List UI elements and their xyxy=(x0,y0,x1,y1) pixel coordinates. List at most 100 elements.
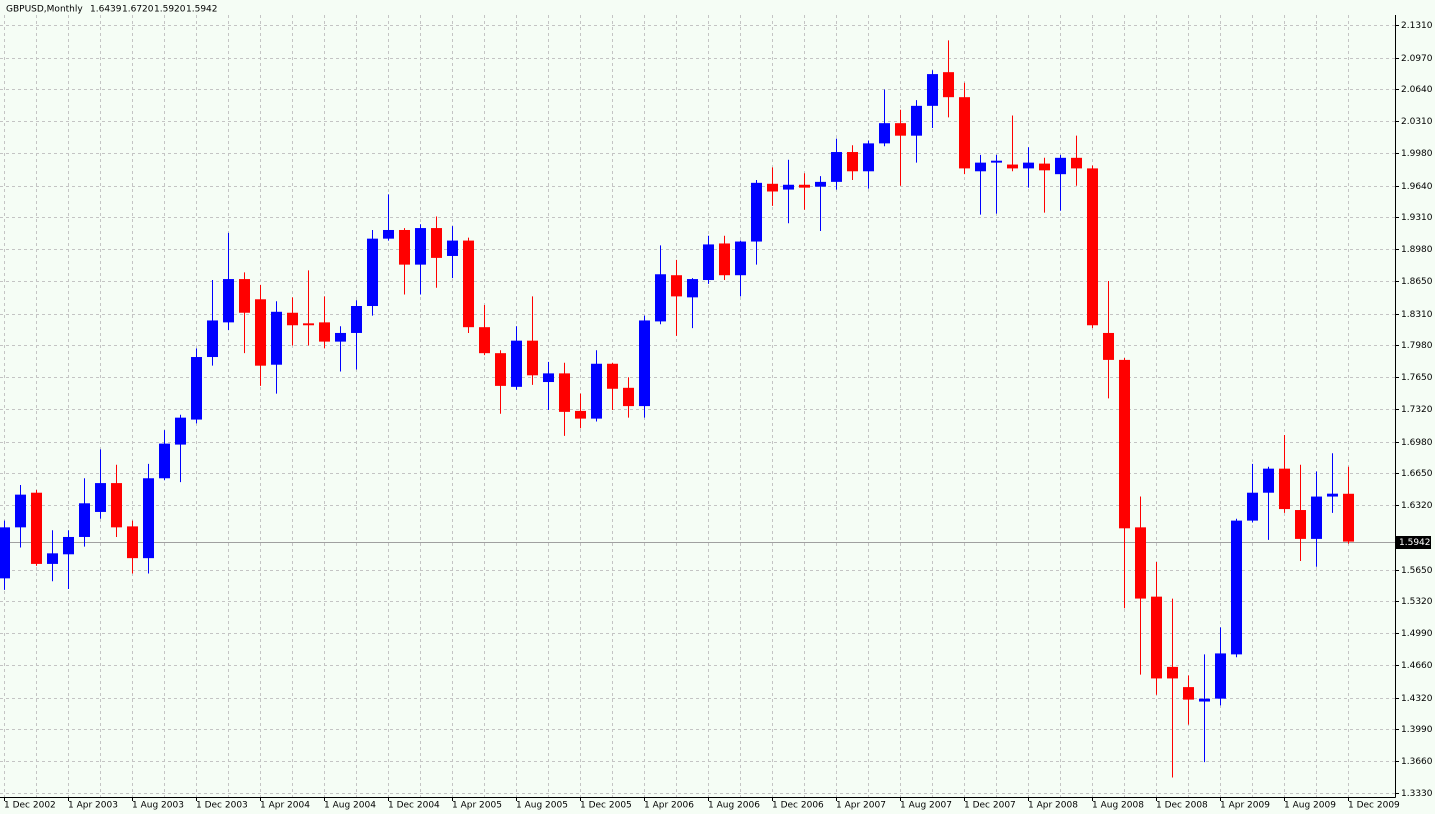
candle-body xyxy=(1263,468,1274,493)
candle-body xyxy=(991,160,1002,163)
x-tick-label: 1 Apr 2003 xyxy=(68,801,118,811)
candle-body xyxy=(479,327,490,354)
candle-body xyxy=(95,483,106,512)
candle-body xyxy=(175,417,186,445)
candle-body xyxy=(895,123,906,136)
candle-body xyxy=(255,299,266,366)
y-tick-label: 1.3330 xyxy=(1401,789,1433,799)
candle-body xyxy=(511,340,522,387)
candle-body xyxy=(127,526,138,559)
candle-body xyxy=(287,312,298,326)
candle-body xyxy=(639,320,650,407)
candle-body xyxy=(15,494,26,528)
header-high: 1.6720 xyxy=(122,5,154,15)
candle-body xyxy=(159,443,170,479)
candle-body xyxy=(1311,496,1322,539)
y-tick-label: 1.9310 xyxy=(1401,213,1433,223)
y-tick-label: 2.0970 xyxy=(1401,54,1433,64)
candle-body xyxy=(143,478,154,559)
candle-body xyxy=(847,152,858,172)
candle-body xyxy=(623,387,634,407)
candle-body xyxy=(1279,468,1290,510)
candle-body xyxy=(527,340,538,376)
y-tick-label: 1.9640 xyxy=(1401,182,1433,192)
candle-body xyxy=(63,536,74,555)
candle-body xyxy=(591,363,602,419)
candle-body xyxy=(975,162,986,172)
candle-body xyxy=(383,229,394,239)
candle-body xyxy=(351,306,362,333)
candle-body xyxy=(1023,162,1034,169)
candle-body xyxy=(1343,493,1354,542)
candle-body xyxy=(191,357,202,420)
candle-body xyxy=(207,320,218,358)
candle-body xyxy=(239,279,250,313)
candle-body xyxy=(799,184,810,188)
candle-body xyxy=(655,274,666,322)
y-tick-label: 1.7650 xyxy=(1401,373,1433,383)
y-tick-label: 1.5650 xyxy=(1401,566,1433,576)
x-tick-label: 1 Dec 2003 xyxy=(196,801,248,811)
x-tick-label: 1 Apr 2007 xyxy=(836,801,886,811)
x-tick-label: 1 Aug 2009 xyxy=(1284,801,1336,811)
candle-body xyxy=(1215,653,1226,699)
candle-body xyxy=(303,323,314,326)
y-tick-label: 2.1310 xyxy=(1401,21,1433,31)
candle-body xyxy=(111,483,122,528)
candle-body xyxy=(687,279,698,298)
candle-body xyxy=(271,311,282,365)
x-tick-label: 1 Dec 2007 xyxy=(964,801,1016,811)
y-tick-label: 1.7980 xyxy=(1401,341,1433,351)
candle-body xyxy=(1135,527,1146,599)
candle-body xyxy=(47,553,58,564)
candle-body xyxy=(1231,520,1242,655)
y-tick-label: 1.4990 xyxy=(1401,629,1433,639)
candle-body xyxy=(879,123,890,144)
candle-body xyxy=(767,183,778,192)
y-tick-label: 2.0310 xyxy=(1401,117,1433,127)
candle-body xyxy=(671,275,682,297)
candle-body xyxy=(0,527,10,579)
candle-body xyxy=(1151,596,1162,679)
candle-body xyxy=(79,503,90,537)
price-label: 1.5942 xyxy=(1399,538,1431,548)
candle-body xyxy=(559,373,570,412)
x-tick-label: 1 Aug 2008 xyxy=(1092,801,1144,811)
x-tick-label: 1 Dec 2002 xyxy=(4,801,56,811)
candle-body xyxy=(959,97,970,169)
candle-body xyxy=(1183,687,1194,700)
x-tick-label: 1 Dec 2005 xyxy=(580,801,632,811)
candle-body xyxy=(831,152,842,182)
candle-body xyxy=(1071,157,1082,169)
labels: GBPUSD,Monthly 1.6439 1.6720 1.5920 1.59… xyxy=(4,5,1433,811)
candle-body xyxy=(447,240,458,256)
chart-title: GBPUSD,Monthly xyxy=(6,5,83,15)
candle-body xyxy=(367,238,378,307)
candle-body xyxy=(335,332,346,342)
y-tick-label: 1.4320 xyxy=(1401,694,1433,704)
x-tick-label: 1 Dec 2006 xyxy=(772,801,824,811)
y-tick-label: 1.5320 xyxy=(1401,597,1433,607)
header-open: 1.6439 xyxy=(90,5,122,15)
candle-body xyxy=(1199,698,1210,702)
candle-body xyxy=(319,322,330,342)
candle-body xyxy=(943,72,954,98)
candle-body xyxy=(1119,359,1130,529)
candle-body xyxy=(431,228,442,258)
candle-body xyxy=(1087,168,1098,326)
candle-body xyxy=(719,243,730,276)
y-tick-label: 1.6650 xyxy=(1401,469,1433,479)
candle-body xyxy=(751,182,762,242)
candle-body xyxy=(1327,493,1338,497)
x-tick-label: 1 Aug 2004 xyxy=(324,801,376,811)
x-tick-label: 1 Aug 2006 xyxy=(708,801,760,811)
x-tick-label: 1 Aug 2005 xyxy=(516,801,568,811)
candle-body xyxy=(1055,157,1066,175)
y-tick-label: 1.8310 xyxy=(1401,310,1433,320)
price-label-box xyxy=(1396,536,1431,549)
y-tick-label: 1.6320 xyxy=(1401,501,1433,511)
candle-body xyxy=(735,241,746,276)
y-tick-label: 1.7320 xyxy=(1401,405,1433,415)
candle-body xyxy=(911,105,922,136)
